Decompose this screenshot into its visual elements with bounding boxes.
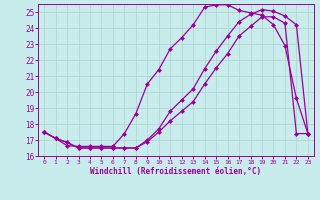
X-axis label: Windchill (Refroidissement éolien,°C): Windchill (Refroidissement éolien,°C)	[91, 167, 261, 176]
